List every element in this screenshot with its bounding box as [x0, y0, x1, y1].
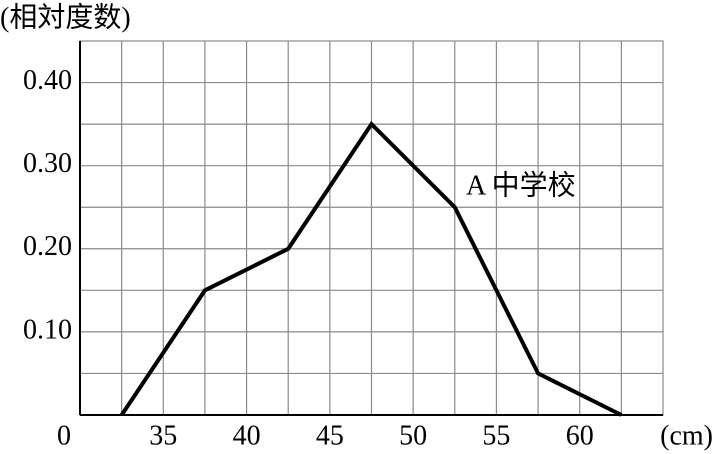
y-tick-label: 0.10 [23, 314, 72, 345]
y-axis-label: (相対度数) [0, 1, 131, 33]
y-tick-label: 0.20 [23, 231, 72, 262]
x-tick-label: 60 [566, 420, 594, 451]
annotation: A 中学校 [466, 169, 576, 201]
x-tick-label: 40 [233, 420, 261, 451]
x-axis-label: (cm) [660, 420, 713, 451]
x-tick-label: 45 [316, 420, 344, 451]
x-tick-label: 35 [149, 420, 177, 451]
data-line [119, 120, 623, 417]
x-tick-label: 50 [399, 420, 427, 451]
x-tick-label: 55 [482, 420, 510, 451]
origin-label: 0 [57, 420, 71, 451]
y-tick-label: 0.40 [23, 65, 72, 96]
y-tick-label: 0.30 [23, 148, 72, 179]
